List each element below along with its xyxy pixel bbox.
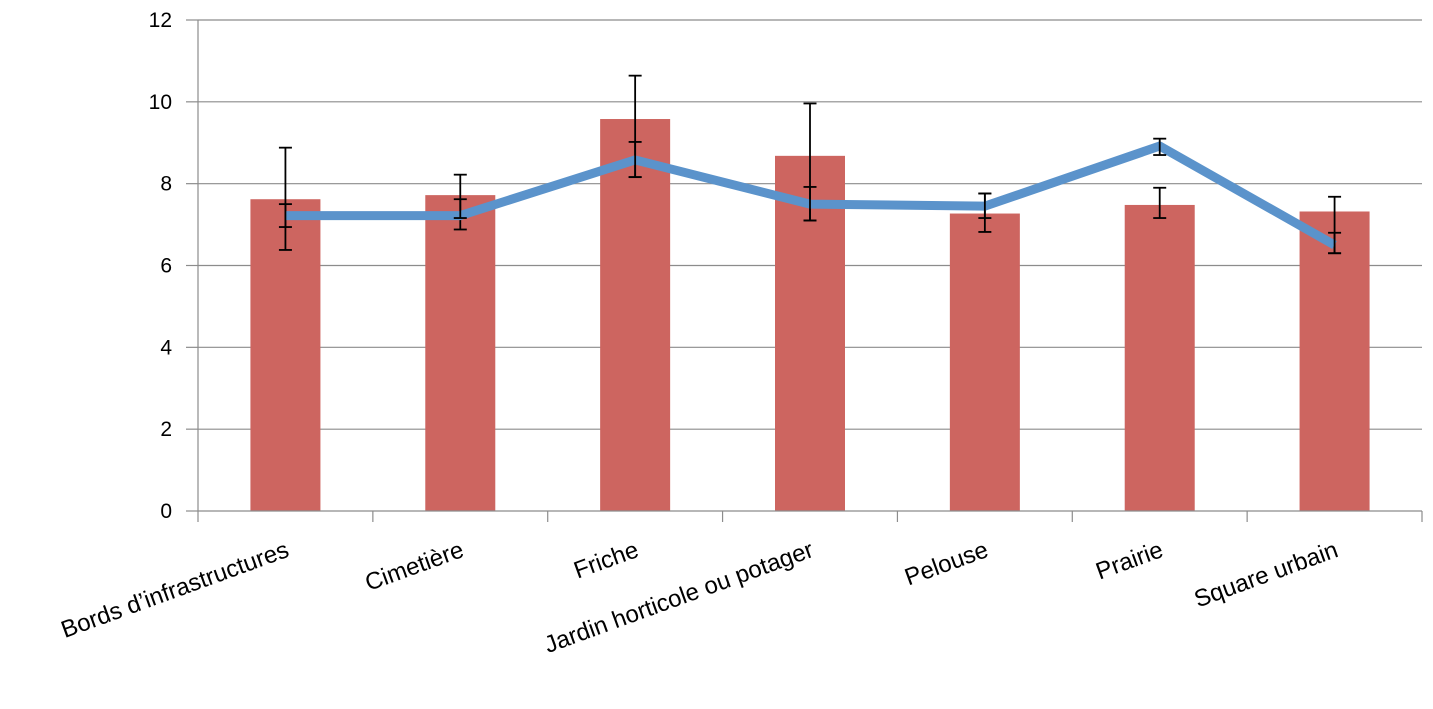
y-tick-label: 8	[160, 173, 172, 196]
y-tick-label: 10	[149, 91, 172, 114]
bar	[425, 195, 496, 511]
bar-error-bar	[1153, 186, 1167, 219]
bar	[600, 119, 671, 511]
line-error-bar	[278, 203, 292, 228]
x-category-label: Square urbain	[1191, 536, 1342, 613]
y-tick-label: 12	[149, 9, 172, 32]
x-category-label: Cimetière	[362, 536, 468, 596]
axes	[186, 19, 1423, 522]
y-tick-labels: 0 2 4 6 8 10 12	[149, 9, 173, 523]
bar	[1299, 211, 1370, 512]
bar	[949, 213, 1020, 511]
bar	[1124, 204, 1195, 511]
line-error-bar	[1328, 231, 1342, 255]
line-error-bar	[628, 141, 642, 179]
y-tick-label: 2	[160, 418, 172, 441]
y-tick-label: 4	[160, 336, 172, 359]
line-error-bar	[803, 186, 817, 222]
bar-error-bar	[278, 146, 292, 251]
x-category-labels: Bords d’infrastructures Cimetière FricheJa…	[58, 536, 1342, 659]
line-error-bar	[453, 198, 467, 219]
y-tick-label: 6	[160, 255, 172, 278]
x-category-label: Pelouse	[901, 536, 992, 591]
x-category-label: Prairie	[1092, 536, 1166, 585]
line-error-bar	[1153, 137, 1167, 156]
line-error-bar	[978, 192, 992, 219]
bar-series	[250, 119, 1370, 512]
x-category-label: Bords d’infrastructures	[58, 536, 293, 643]
bar	[250, 199, 321, 511]
x-category-label: Friche	[570, 536, 642, 584]
line-error-bars	[278, 137, 1342, 255]
y-tick-label: 0	[160, 500, 172, 523]
